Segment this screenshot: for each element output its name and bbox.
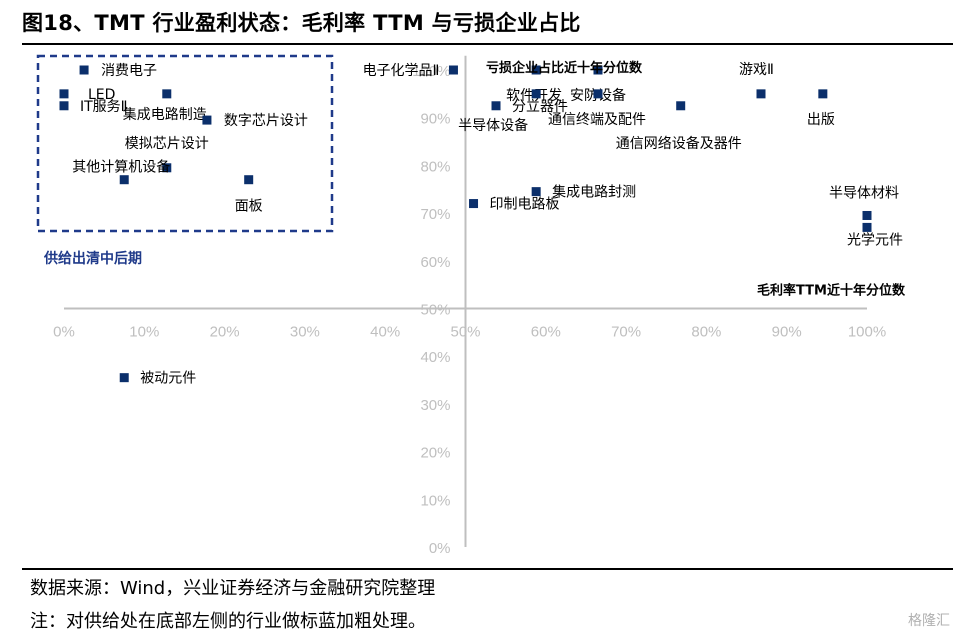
data-point: [593, 65, 603, 75]
x-tick-label: 10%: [129, 324, 159, 341]
x-tick-label: 30%: [290, 324, 320, 341]
data-point: [756, 89, 766, 99]
brand-watermark: 格隆汇: [908, 613, 950, 629]
data-point: [818, 89, 828, 99]
point-label: 电子化学品Ⅱ: [363, 63, 440, 79]
point-label: 游戏Ⅱ: [739, 62, 774, 78]
point-label: 数字芯片设计: [224, 113, 308, 129]
x-tick-label: 100%: [848, 324, 886, 341]
data-point: [862, 222, 872, 232]
point-label: 光学元件: [847, 232, 903, 248]
data-point: [531, 187, 541, 197]
y-tick-label: 10%: [420, 492, 450, 509]
x-tick-label: 80%: [691, 324, 721, 341]
point-label: 面板: [235, 199, 263, 215]
data-point: [59, 101, 69, 111]
point-label: LED: [88, 87, 115, 103]
point-label: 半导体设备: [458, 117, 528, 134]
point-label: 分立器件: [512, 99, 568, 115]
point-label: 通信终端及配件: [548, 112, 646, 128]
x-tick-label: 0%: [53, 324, 75, 341]
data-point: [119, 175, 129, 185]
data-point: [593, 89, 603, 99]
y-tick-label: 0%: [429, 540, 451, 557]
point-label: 出版: [807, 112, 835, 128]
highlight-region-label: 供给出清中后期: [43, 250, 142, 267]
point-label: 其他计算机设备: [72, 159, 170, 176]
title-divider: [22, 43, 953, 45]
point-label: 印制电路板: [490, 197, 560, 213]
y-tick-label: 70%: [420, 206, 450, 223]
point-label: 集成电路封测: [552, 184, 636, 201]
x-axis-label: 毛利率TTM近十年分位数: [757, 283, 906, 299]
y-tick-label: 100%: [412, 63, 450, 80]
data-point: [79, 65, 89, 75]
data-point: [676, 101, 686, 111]
x-tick-label: 90%: [772, 324, 802, 341]
data-point: [491, 101, 501, 111]
axes-group: [64, 55, 867, 547]
data-point: [531, 65, 541, 75]
y-tick-label: 40%: [420, 349, 450, 366]
point-label: 半导体材料: [829, 185, 899, 201]
data-point: [448, 65, 458, 75]
x-tick-label: 70%: [611, 324, 641, 341]
x-tick-label: 60%: [531, 324, 561, 341]
point-label: 被动元件: [140, 371, 196, 387]
x-tick-label: 20%: [210, 324, 240, 341]
data-point: [202, 115, 212, 125]
footer-divider: [22, 568, 953, 570]
data-point: [244, 175, 254, 185]
data-point: [162, 163, 172, 173]
x-tick-label: 40%: [370, 324, 400, 341]
data-point: [862, 210, 872, 220]
point-label: 消费电子: [101, 63, 157, 79]
y-tick-label: 60%: [420, 254, 450, 271]
y-axis-label: 亏损企业占比近十年分位数: [486, 60, 643, 76]
x-tick-label: 50%: [450, 324, 480, 341]
data-point: [469, 199, 479, 209]
y-tick-label: 80%: [420, 158, 450, 175]
y-tick-label: 90%: [420, 111, 450, 128]
chart-title: 图18、TMT 行业盈利状态：毛利率 TTM 与亏损企业占比: [22, 11, 581, 35]
highlight-region-box: [36, 54, 334, 233]
point-label: 集成电路制造: [123, 106, 207, 123]
data-point: [531, 89, 541, 99]
point-label: 模拟芯片设计: [125, 136, 209, 152]
point-label: IT服务Ⅱ: [80, 99, 128, 115]
footnote: 注：对供给处在底部左侧的行业做标蓝加粗处理。: [30, 611, 426, 632]
data-point: [162, 89, 172, 99]
source-note: 数据来源：Wind，兴业证券经济与金融研究院整理: [30, 578, 436, 599]
y-tick-label: 20%: [420, 445, 450, 462]
tick-labels-group: 0% 10% 20% 30% 40% 50% 60% 70% 80% 90% 100%0%10%20…: [53, 63, 886, 557]
data-point: [119, 373, 129, 383]
y-tick-label: 30%: [420, 397, 450, 414]
y-tick-label: 50%: [420, 302, 450, 319]
scatter-chart: 供给出清中后期 0% 10% 20% 30% 40% 50% 60% 70% 80% 90% 100…: [36, 54, 906, 557]
data-point: [59, 89, 69, 99]
point-label: 通信网络设备及器件: [616, 135, 742, 152]
